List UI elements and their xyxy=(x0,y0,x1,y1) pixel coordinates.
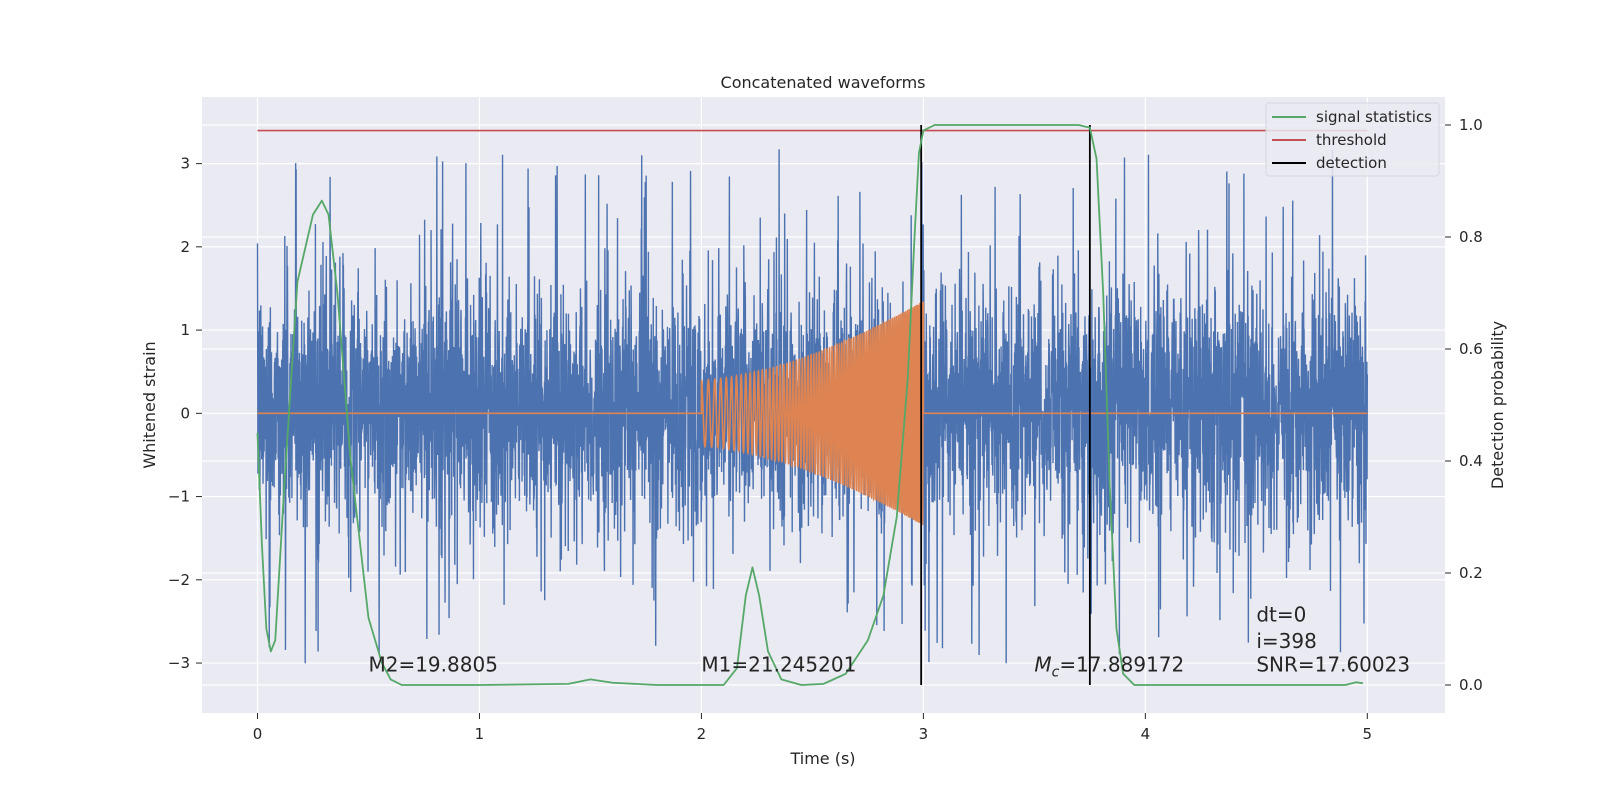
legend-box xyxy=(1265,102,1440,177)
x-tick-label-1: 1 xyxy=(475,725,485,743)
annotation-2: Mc=17.889172 xyxy=(1034,652,1184,680)
injected-waveform-line xyxy=(257,301,1368,526)
series-layer xyxy=(256,124,1369,686)
x-axis: 0 1 2 3 4 5 xyxy=(253,713,1372,743)
y-tick-label-5: 2 xyxy=(180,238,190,256)
x-tick-label-3: 3 xyxy=(919,725,929,743)
y-tick-label-6: 3 xyxy=(180,155,190,173)
annotation-4: i=398 xyxy=(1256,629,1317,653)
y-tick-label-2: −1 xyxy=(168,488,190,506)
annotation-3: dt=0 xyxy=(1256,602,1306,626)
annotation-5: SNR=17.60023 xyxy=(1256,652,1410,676)
chart-title: Concatenated waveforms xyxy=(721,73,926,92)
annotation-subscript: c xyxy=(1052,664,1060,680)
legend-label-detection: detection xyxy=(1316,154,1387,172)
y-axis-label-left: Whitened strain xyxy=(140,341,159,468)
annotations: M2=19.8805 M1=21.245201 Mc=17.889172 dt=0 i=… xyxy=(368,602,1410,680)
y-axis-right: 0.0 0.2 0.4 0.6 0.8 1.0 xyxy=(1445,116,1483,694)
y-axis-left: −3 −2 −1 0 1 2 3 xyxy=(168,155,202,672)
x-tick-label-2: 2 xyxy=(697,725,707,743)
annotation-symbol: M xyxy=(1034,652,1051,676)
x-axis-label: Time (s) xyxy=(789,749,855,768)
signal-statistics-line xyxy=(256,124,1364,686)
x-tick-label-4: 4 xyxy=(1141,725,1151,743)
y-right-tick-label-4: 0.8 xyxy=(1459,228,1483,246)
annotation-1: M1=21.245201 xyxy=(701,652,856,676)
annotation-0: M2=19.8805 xyxy=(368,652,497,676)
y-right-tick-label-1: 0.2 xyxy=(1459,564,1483,582)
annotation-value: =17.889172 xyxy=(1059,652,1184,676)
y-right-tick-label-5: 1.0 xyxy=(1459,116,1483,134)
y-right-tick-label-2: 0.4 xyxy=(1459,452,1483,470)
y-right-tick-label-3: 0.6 xyxy=(1459,340,1483,358)
y-tick-label-3: 0 xyxy=(180,404,190,422)
legend-label-signal-statistics: signal statistics xyxy=(1316,108,1432,126)
legend: signal statistics threshold detection xyxy=(1265,102,1440,177)
y-axis-label-right: Detection probability xyxy=(1488,321,1507,489)
y-right-tick-label-0: 0.0 xyxy=(1459,676,1483,694)
legend-label-threshold: threshold xyxy=(1316,131,1387,149)
x-tick-label-0: 0 xyxy=(253,725,263,743)
y-tick-label-4: 1 xyxy=(180,321,190,339)
y-tick-label-1: −2 xyxy=(168,571,190,589)
x-tick-label-5: 5 xyxy=(1363,725,1373,743)
y-tick-label-0: −3 xyxy=(168,654,190,672)
